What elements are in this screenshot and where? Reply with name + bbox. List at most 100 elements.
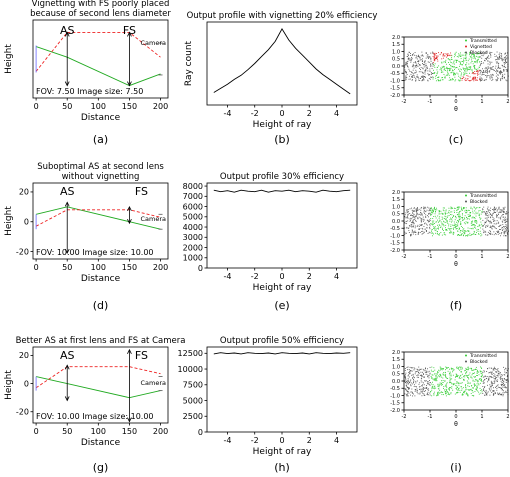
scatter-point (495, 80, 497, 82)
scatter-point (506, 218, 508, 220)
scatter-point (408, 55, 409, 57)
scatter-point (445, 390, 447, 392)
scatter-point (486, 392, 488, 394)
scatter-point (471, 374, 473, 376)
scatter-point (452, 63, 454, 65)
scatter-point (442, 76, 444, 78)
scatter-point (416, 388, 418, 390)
scatter-point (406, 217, 408, 219)
scatter-point (503, 383, 504, 384)
scatter-point (504, 369, 506, 371)
scatter-point (495, 209, 497, 211)
scatter-point (433, 69, 434, 71)
scatter-point (475, 368, 477, 370)
scatter-point (417, 56, 419, 58)
scatter-point (461, 394, 463, 396)
scatter-point (447, 53, 449, 55)
scatter-point (461, 72, 462, 74)
scatter-point (487, 208, 489, 210)
scatter-point (460, 55, 462, 57)
scatter-point (423, 66, 425, 68)
scatter-point (414, 217, 416, 219)
scatter-point (495, 371, 497, 373)
scatter-point (506, 376, 508, 377)
scatter-point (404, 370, 406, 372)
scatter-point (433, 72, 435, 74)
scatter-point (506, 52, 508, 54)
scatter-point (462, 55, 464, 56)
scatter-point (466, 79, 468, 81)
scatter-point (486, 71, 488, 73)
scatter-point (423, 64, 425, 66)
scatter-point (408, 372, 410, 374)
scatter-point (484, 52, 486, 54)
scatter-point (473, 78, 475, 79)
scatter-point (411, 66, 413, 68)
scatter-point (444, 61, 446, 63)
scatter-point (463, 228, 465, 230)
scatter-point (500, 394, 502, 396)
scatter-point (474, 65, 476, 67)
scatter-point (439, 367, 441, 369)
scatter-point (425, 223, 427, 225)
scatter-point (408, 227, 410, 229)
scatter-point (491, 386, 493, 388)
scatter-point (423, 78, 424, 80)
scatter-point (502, 393, 504, 395)
scatter-point (442, 66, 444, 68)
scatter-point (448, 394, 450, 396)
scatter-point (448, 373, 450, 375)
scatter-point (435, 377, 437, 379)
scatter-point (446, 229, 448, 231)
scatter-point (416, 76, 418, 77)
scatter-point (449, 389, 450, 391)
scatter-point (432, 65, 434, 67)
scatter-point (414, 80, 416, 82)
scatter-point (440, 232, 442, 233)
scatter-point (499, 72, 501, 74)
scatter-point (462, 230, 464, 232)
scatter-point (404, 393, 406, 395)
scatter-point (412, 220, 414, 222)
scatter-point (434, 66, 436, 68)
scatter-point (423, 75, 425, 77)
scatter-point (444, 68, 446, 69)
scatter-point (481, 79, 483, 81)
scatter-point (440, 376, 442, 378)
scatter-point (498, 56, 500, 58)
scatter-point (437, 80, 439, 82)
scatter-point (462, 394, 464, 396)
x-tick-label: 50 (62, 102, 72, 111)
scatter-point (471, 220, 473, 222)
scatter-point (483, 382, 485, 384)
scatter-point (459, 382, 461, 384)
plot-frame-a (32, 19, 169, 99)
scatter-point (440, 226, 442, 228)
scatter-point (433, 53, 435, 54)
scatter-point (408, 388, 409, 389)
scatter-point (431, 231, 433, 233)
scatter-point (493, 393, 495, 395)
x-tick-label: 0 (279, 272, 284, 281)
scatter-point (457, 59, 459, 61)
scatter-point (476, 79, 478, 81)
scatter-point (505, 368, 507, 370)
scatter-point (449, 220, 451, 222)
scatter-point (480, 213, 482, 215)
scatter-point (441, 62, 443, 64)
scatter-point (463, 392, 465, 394)
scatter-point (471, 60, 473, 62)
scatter-point (487, 66, 489, 68)
scatter-point (500, 73, 502, 75)
scatter-point (462, 220, 464, 221)
scatter-point (421, 224, 423, 226)
scatter-point (407, 378, 409, 380)
scatter-point (418, 71, 420, 73)
scatter-point (409, 78, 411, 80)
scatter-point (476, 71, 478, 72)
scatter-point (424, 395, 426, 396)
scatter-point (466, 235, 468, 237)
scatter-point (433, 367, 435, 369)
scatter-point (417, 234, 419, 235)
